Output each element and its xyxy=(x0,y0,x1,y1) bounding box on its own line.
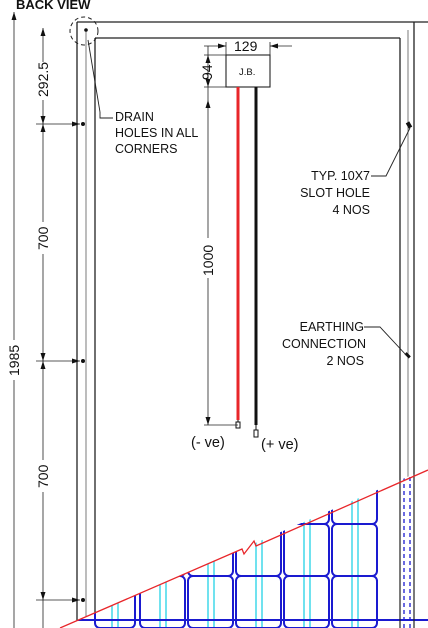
slot-hole-leader xyxy=(371,127,411,177)
junction-box-label: J.B. xyxy=(239,67,255,78)
svg-text:SLOT HOLE: SLOT HOLE xyxy=(300,186,370,200)
cutaway-break-line xyxy=(59,469,428,628)
junction-box-width-dim: 129 xyxy=(234,38,258,54)
earthing-point xyxy=(404,352,411,359)
svg-text:HOLES IN ALL: HOLES IN ALL xyxy=(115,126,198,140)
dimension-lines-left xyxy=(13,12,80,628)
junction-box xyxy=(225,54,271,88)
drain-holes-note: DRAIN HOLES IN ALL CORNERS xyxy=(115,110,198,156)
svg-text:TYP. 10X7: TYP. 10X7 xyxy=(311,169,370,183)
svg-text:DRAIN: DRAIN xyxy=(115,110,154,124)
cable-length-dim: 1000 xyxy=(200,245,216,276)
svg-text:CONNECTION: CONNECTION xyxy=(282,337,366,351)
drain-hole-dot xyxy=(84,28,88,32)
drain-hole-leader xyxy=(87,39,101,113)
slot-hole-note: TYP. 10X7 SLOT HOLE 4 NOS xyxy=(300,169,370,217)
positive-cable-label: (+ ve) xyxy=(261,437,298,453)
svg-text:CORNERS: CORNERS xyxy=(115,142,178,156)
svg-text:EARTHING: EARTHING xyxy=(300,320,364,334)
view-title: BACK VIEW xyxy=(16,0,91,12)
panel-frame xyxy=(76,21,428,628)
dim-overall-height: 1985 xyxy=(6,345,22,376)
junction-box-height-dim: 94 xyxy=(199,64,215,80)
svg-text:2 NOS: 2 NOS xyxy=(326,354,364,368)
mounting-holes-left xyxy=(81,122,85,602)
negative-cable-label: (- ve) xyxy=(191,435,225,451)
earthing-leader xyxy=(364,326,408,357)
earthing-note: EARTHING CONNECTION 2 NOS xyxy=(282,320,366,368)
drain-hole-marker xyxy=(69,16,99,46)
dim-hole-spacing-lower: 700 xyxy=(35,464,51,488)
cell-grid-cutaway xyxy=(60,468,428,628)
dim-hole-spacing-upper: 700 xyxy=(35,226,51,250)
dim-top-to-hole: 292.5 xyxy=(35,62,51,97)
svg-text:4 NOS: 4 NOS xyxy=(332,203,370,217)
